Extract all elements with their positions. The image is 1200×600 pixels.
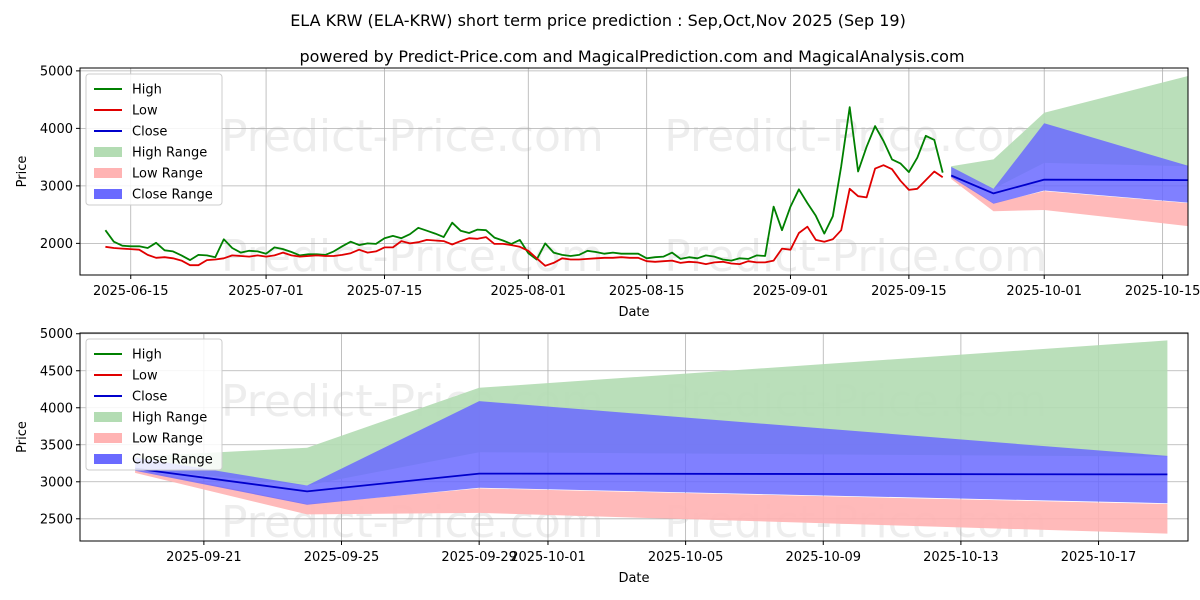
top-x-tick-label: 2025-08-15: [609, 284, 685, 299]
bottom-y-tick-label: 2500: [40, 512, 73, 527]
bottom-legend-swatch-high-range: [94, 412, 122, 422]
top-x-tick-label: 2025-06-15: [93, 284, 169, 299]
bottom-x-tick-label: 2025-09-29: [441, 550, 517, 565]
top-x-tick-label: 2025-10-01: [1006, 284, 1082, 299]
bottom-legend-label-close-range: Close Range: [132, 453, 213, 468]
bottom-x-tick-label: 2025-10-05: [648, 550, 724, 565]
top-y-tick-label: 2000: [40, 237, 73, 252]
bottom-x-tick-label: 2025-10-01: [510, 550, 586, 565]
top-legend-label-high-range: High Range: [132, 146, 207, 161]
bottom-legend-label-high-range: High Range: [132, 411, 207, 426]
bottom-y-tick-label: 5000: [40, 327, 73, 342]
top-y-axis-label: Price: [15, 156, 30, 188]
bottom-x-axis-label: Date: [618, 571, 649, 586]
top-panel: Predict-Price.com Predict-Price.com Predic…: [15, 64, 1200, 320]
top-legend-swatch-high-range: [94, 147, 122, 157]
top-x-tick-label: 2025-09-01: [753, 284, 829, 299]
top-legend-label-low-range: Low Range: [132, 167, 203, 182]
bottom-legend-label-high: High: [132, 348, 162, 363]
bottom-legend-label-low-range: Low Range: [132, 432, 203, 447]
bottom-y-tick-label: 4500: [40, 364, 73, 379]
top-watermark: Predict-Price.com: [221, 231, 604, 282]
bottom-low-range-band: [135, 468, 1168, 534]
bottom-legend-label-close: Close: [132, 390, 167, 405]
bottom-y-axis-label: Price: [15, 421, 30, 453]
top-close-line: [950, 174, 1189, 195]
top-legend-label-low: Low: [132, 104, 158, 119]
bottom-x-tick-label: 2025-09-25: [304, 550, 380, 565]
top-legend-label-close-range: Close Range: [132, 188, 213, 203]
bottom-legend-swatch-close-range: [94, 454, 122, 464]
top-legend-label-high: High: [132, 83, 162, 98]
top-x-tick-label: 2025-07-15: [347, 284, 423, 299]
bottom-panel: Predict-Price.comPredict-Price.comPredic…: [15, 327, 1189, 586]
top-low-range-band: [951, 175, 1188, 227]
top-y-tick-label: 4000: [40, 122, 73, 137]
chart-title: ELA KRW (ELA-KRW) short term price predi…: [290, 11, 906, 30]
top-legend-label-close: Close: [132, 125, 167, 140]
bottom-legend-swatch-low-range: [94, 433, 122, 443]
bottom-legend: High Low Close High Range Low Range Close Ran…: [85, 338, 223, 471]
bottom-x-tick-label: 2025-10-13: [923, 550, 999, 565]
bottom-axes-frame: [79, 332, 1189, 542]
top-x-tick-label: 2025-07-01: [228, 284, 304, 299]
chart-subtitle: powered by Predict-Price.com and Magical…: [299, 47, 964, 66]
bottom-x-tick-label: 2025-10-09: [785, 550, 861, 565]
top-low-line: [105, 164, 944, 267]
top-axes-frame: [79, 67, 1189, 276]
top-legend-swatch-close-range: [94, 189, 122, 199]
top-x-axis-label: Date: [618, 305, 649, 320]
top-watermark: Predict-Price.com: [221, 111, 604, 162]
top-watermark: Predict-Price.com: [664, 231, 1047, 282]
top-x-tick-label: 2025-10-15: [1125, 284, 1200, 299]
top-y-tick-label: 5000: [40, 64, 73, 79]
top-legend: High Low Close High Range Low Range Close Ran…: [85, 73, 223, 206]
bottom-x-tick-label: 2025-10-17: [1061, 550, 1137, 565]
bottom-y-tick-label: 4000: [40, 401, 73, 416]
bottom-y-tick-label: 3000: [40, 475, 73, 490]
bottom-close-line: [134, 467, 1168, 493]
bottom-y-tick-label: 3500: [40, 438, 73, 453]
bottom-close-range-band: [135, 401, 1168, 505]
top-y-tick-label: 3000: [40, 179, 73, 194]
top-x-tick-label: 2025-09-15: [871, 284, 947, 299]
top-close-range-band: [951, 123, 1188, 204]
bottom-x-tick-label: 2025-09-21: [166, 550, 242, 565]
top-x-tick-label: 2025-08-01: [490, 284, 566, 299]
top-high-line: [104, 106, 944, 262]
top-legend-swatch-low-range: [94, 168, 122, 178]
bottom-legend-label-low: Low: [132, 369, 158, 384]
